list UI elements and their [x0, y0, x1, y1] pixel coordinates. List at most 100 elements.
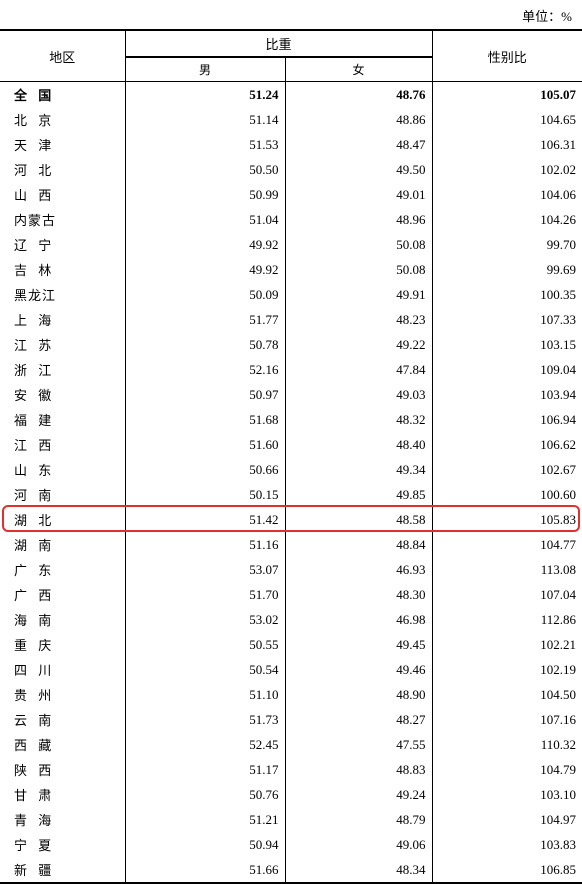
cell-ratio: 110.32: [432, 732, 582, 757]
cell-ratio: 106.94: [432, 407, 582, 432]
col-male: 男: [125, 57, 285, 82]
cell-region: 湖 北: [0, 507, 125, 532]
cell-ratio: 99.69: [432, 257, 582, 282]
cell-ratio: 104.06: [432, 182, 582, 207]
table-row: 湖 南51.1648.84104.77: [0, 532, 582, 557]
cell-female: 48.34: [285, 857, 432, 883]
cell-female: 48.76: [285, 82, 432, 108]
cell-region: 海 南: [0, 607, 125, 632]
cell-region: 云 南: [0, 707, 125, 732]
cell-ratio: 106.62: [432, 432, 582, 457]
cell-female: 49.22: [285, 332, 432, 357]
cell-region: 广 西: [0, 582, 125, 607]
cell-ratio: 104.50: [432, 682, 582, 707]
cell-female: 49.85: [285, 482, 432, 507]
cell-female: 46.93: [285, 557, 432, 582]
table-row: 宁 夏50.9449.06103.83: [0, 832, 582, 857]
table-row: 河 北50.5049.50102.02: [0, 157, 582, 182]
col-region: 地区: [0, 30, 125, 82]
cell-ratio: 103.83: [432, 832, 582, 857]
table-container: 地区 比重 性别比 男 女 全 国51.2448.76105.07北 京51.1…: [0, 29, 582, 884]
cell-ratio: 102.19: [432, 657, 582, 682]
cell-male: 53.02: [125, 607, 285, 632]
col-female: 女: [285, 57, 432, 82]
table-row: 贵 州51.1048.90104.50: [0, 682, 582, 707]
cell-female: 49.91: [285, 282, 432, 307]
cell-ratio: 104.79: [432, 757, 582, 782]
cell-female: 48.84: [285, 532, 432, 557]
cell-region: 宁 夏: [0, 832, 125, 857]
cell-region: 新 疆: [0, 857, 125, 883]
table-row: 江 苏50.7849.22103.15: [0, 332, 582, 357]
cell-ratio: 106.31: [432, 132, 582, 157]
cell-male: 51.04: [125, 207, 285, 232]
cell-region: 天 津: [0, 132, 125, 157]
table-row: 北 京51.1448.86104.65: [0, 107, 582, 132]
cell-male: 50.54: [125, 657, 285, 682]
cell-male: 51.42: [125, 507, 285, 532]
cell-male: 50.78: [125, 332, 285, 357]
cell-male: 51.68: [125, 407, 285, 432]
table-row: 广 西51.7048.30107.04: [0, 582, 582, 607]
col-proportion: 比重: [125, 30, 432, 57]
cell-region: 甘 肃: [0, 782, 125, 807]
cell-male: 50.99: [125, 182, 285, 207]
cell-female: 48.58: [285, 507, 432, 532]
cell-female: 49.46: [285, 657, 432, 682]
table-row: 广 东53.0746.93113.08: [0, 557, 582, 582]
cell-male: 51.70: [125, 582, 285, 607]
cell-ratio: 102.67: [432, 457, 582, 482]
cell-male: 50.55: [125, 632, 285, 657]
cell-male: 50.50: [125, 157, 285, 182]
cell-region: 重 庆: [0, 632, 125, 657]
cell-ratio: 100.35: [432, 282, 582, 307]
table-row: 浙 江52.1647.84109.04: [0, 357, 582, 382]
cell-ratio: 102.02: [432, 157, 582, 182]
cell-female: 49.06: [285, 832, 432, 857]
cell-ratio: 105.07: [432, 82, 582, 108]
cell-ratio: 103.94: [432, 382, 582, 407]
table-row: 黑龙江50.0949.91100.35: [0, 282, 582, 307]
table-row: 甘 肃50.7649.24103.10: [0, 782, 582, 807]
table-row: 内蒙古51.0448.96104.26: [0, 207, 582, 232]
cell-region: 上 海: [0, 307, 125, 332]
cell-male: 51.77: [125, 307, 285, 332]
cell-male: 50.94: [125, 832, 285, 857]
cell-female: 49.50: [285, 157, 432, 182]
cell-ratio: 104.97: [432, 807, 582, 832]
cell-female: 48.83: [285, 757, 432, 782]
cell-region: 全 国: [0, 82, 125, 108]
cell-region: 四 川: [0, 657, 125, 682]
table-row: 辽 宁49.9250.0899.70: [0, 232, 582, 257]
cell-ratio: 102.21: [432, 632, 582, 657]
table-row: 西 藏52.4547.55110.32: [0, 732, 582, 757]
cell-region: 黑龙江: [0, 282, 125, 307]
cell-female: 48.27: [285, 707, 432, 732]
table-row: 吉 林49.9250.0899.69: [0, 257, 582, 282]
cell-male: 50.15: [125, 482, 285, 507]
cell-ratio: 103.10: [432, 782, 582, 807]
cell-male: 51.53: [125, 132, 285, 157]
cell-region: 辽 宁: [0, 232, 125, 257]
cell-male: 51.24: [125, 82, 285, 108]
table-row: 海 南53.0246.98112.86: [0, 607, 582, 632]
cell-male: 50.66: [125, 457, 285, 482]
cell-region: 湖 南: [0, 532, 125, 557]
table-row: 青 海51.2148.79104.97: [0, 807, 582, 832]
cell-female: 48.30: [285, 582, 432, 607]
cell-ratio: 105.83: [432, 507, 582, 532]
table-row: 陕 西51.1748.83104.79: [0, 757, 582, 782]
cell-region: 北 京: [0, 107, 125, 132]
cell-male: 51.60: [125, 432, 285, 457]
table-row: 云 南51.7348.27107.16: [0, 707, 582, 732]
cell-region: 内蒙古: [0, 207, 125, 232]
cell-region: 广 东: [0, 557, 125, 582]
cell-female: 49.01: [285, 182, 432, 207]
table-row: 湖 北51.4248.58105.83: [0, 507, 582, 532]
cell-male: 51.10: [125, 682, 285, 707]
cell-male: 50.09: [125, 282, 285, 307]
table-row: 江 西51.6048.40106.62: [0, 432, 582, 457]
cell-region: 山 东: [0, 457, 125, 482]
cell-female: 48.32: [285, 407, 432, 432]
cell-female: 48.79: [285, 807, 432, 832]
